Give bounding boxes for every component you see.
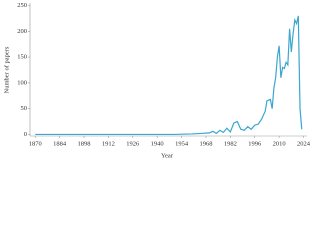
x-tick-label: 2010: [273, 140, 286, 147]
x-tick-label: 1884: [53, 140, 67, 147]
chart: Year Number of papers 0 50 100 150 200 250 187…: [3, 2, 311, 159]
x-axis-label: Year: [161, 152, 174, 159]
y-axis-label: Number of papers: [3, 46, 10, 93]
y-tick-label: 100: [17, 79, 27, 86]
x-tick-label: 1996: [248, 140, 262, 147]
x-tick-label: 1954: [175, 140, 189, 147]
data-line: [35, 15, 303, 136]
y-tick-label: 150: [17, 54, 27, 61]
x-tick-label: 1926: [126, 140, 140, 147]
x-tick-label: 1870: [29, 140, 42, 147]
y-tick-label: 200: [17, 28, 27, 35]
x-tick-label: 1982: [224, 140, 237, 147]
x-tick-label: 1940: [151, 140, 164, 147]
x-tick-label: 1968: [199, 140, 212, 147]
y-tick-label: 0: [24, 131, 27, 138]
x-tick-label: 1898: [78, 140, 91, 147]
x-tick-label: 2024: [297, 140, 311, 147]
x-tick-label: 1912: [102, 140, 115, 147]
y-tick-label: 50: [21, 105, 28, 112]
y-tick-label: 250: [17, 2, 27, 9]
